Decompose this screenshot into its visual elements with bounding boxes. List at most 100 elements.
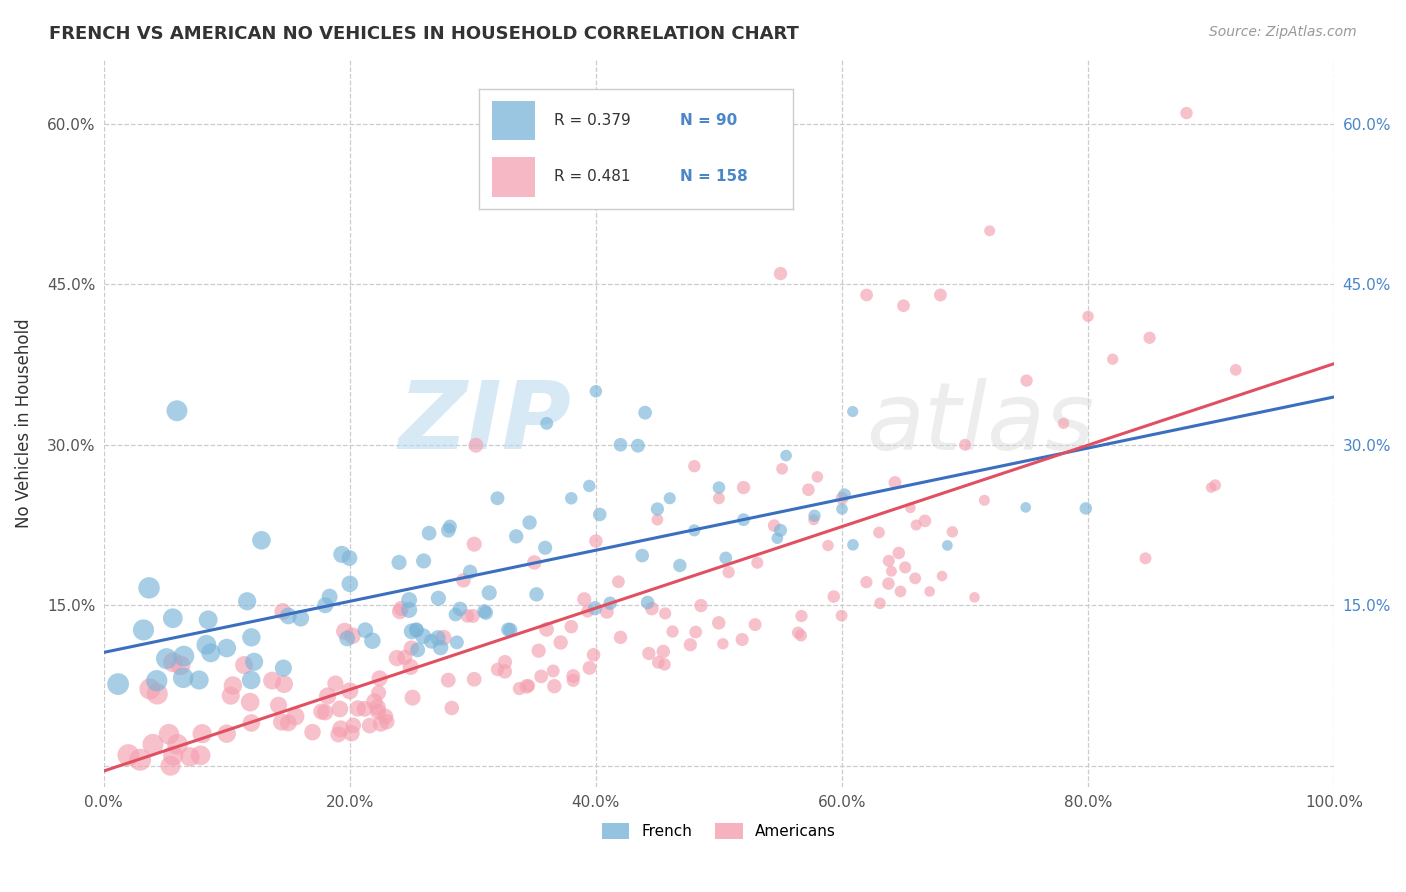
Point [361,633,384,648]
Point [330,548,353,562]
Point [236,594,259,608]
Point [1077,310,1099,324]
Point [775,449,797,463]
Point [329,702,352,716]
Point [963,591,986,605]
Point [169,658,191,673]
Point [200,646,222,660]
Point [690,599,713,613]
Point [240,673,263,687]
Point [432,631,454,645]
Point [941,524,963,539]
Point [1225,363,1247,377]
Point [918,584,941,599]
Point [325,676,347,690]
Point [658,491,681,506]
Point [596,605,619,619]
Point [273,661,295,675]
Point [541,664,564,678]
Legend: French, Americans: French, Americans [596,817,842,845]
Point [401,690,423,705]
Point [458,565,481,579]
Point [747,556,769,570]
Point [731,632,754,647]
Point [166,737,188,751]
Point [354,623,377,637]
Point [270,714,292,729]
Point [172,671,194,685]
Point [328,727,350,741]
Point [486,491,509,506]
Point [215,641,238,656]
Point [333,624,356,639]
Point [831,491,853,506]
Point [543,679,565,693]
Point [637,595,659,609]
Point [233,658,256,673]
Point [191,726,214,740]
Point [707,481,730,495]
Point [769,524,792,538]
Point [367,686,389,700]
Point [905,518,928,533]
Point [806,470,828,484]
Point [107,677,129,691]
Point [474,604,496,618]
Point [887,546,910,560]
Point [394,650,416,665]
Point [464,438,486,452]
Point [936,538,959,552]
Point [499,623,522,637]
Point [311,705,333,719]
Point [188,673,211,687]
Point [877,576,900,591]
Point [117,747,139,762]
Point [301,725,323,739]
Point [222,679,245,693]
Text: Source: ZipAtlas.com: Source: ZipAtlas.com [1209,25,1357,39]
Point [599,596,621,610]
Point [669,558,692,573]
Point [262,673,284,688]
Point [389,601,412,615]
Point [766,531,789,545]
Point [516,679,538,693]
Point [609,631,631,645]
Text: atlas: atlas [866,378,1095,469]
Point [817,539,839,553]
Point [329,722,352,736]
Point [536,623,558,637]
Point [641,601,664,615]
Point [162,748,184,763]
Point [339,551,361,566]
Point [627,439,650,453]
Point [340,726,363,740]
Point [530,669,553,683]
Point [277,715,299,730]
Point [803,513,825,527]
Point [585,534,607,549]
Point [1175,106,1198,120]
Point [526,587,548,601]
Point [290,611,312,625]
Point [647,656,669,670]
Point [711,637,734,651]
Point [388,556,411,570]
Point [831,502,853,516]
Point [336,632,359,646]
Point [517,679,540,693]
Point [647,513,669,527]
Point [803,508,825,523]
Point [855,288,877,302]
Point [1101,352,1123,367]
Text: ZIP: ZIP [398,377,571,469]
Point [733,481,755,495]
Point [787,625,810,640]
Point [790,609,813,624]
Point [583,601,606,615]
Point [914,514,936,528]
Point [607,574,630,589]
Point [412,629,434,643]
Point [375,714,398,729]
Point [578,661,600,675]
